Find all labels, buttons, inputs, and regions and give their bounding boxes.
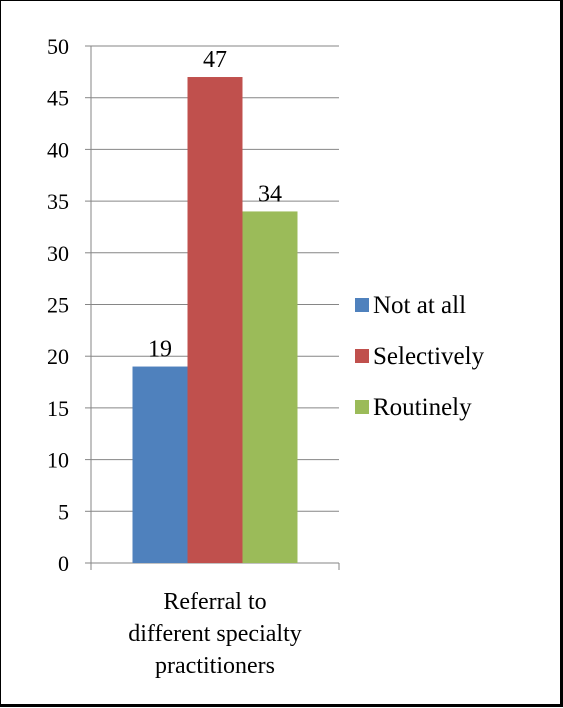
legend-label: Not at all xyxy=(373,292,466,319)
y-tick-label: 40 xyxy=(47,137,69,162)
legend-label: Selectively xyxy=(373,343,485,370)
data-labels: 19 47 34 xyxy=(148,47,282,363)
bar-not-at-all xyxy=(132,366,188,563)
y-tick-labels: 0 5 10 15 20 25 30 35 40 45 50 xyxy=(47,34,69,576)
x-category-label-line: different specialty xyxy=(128,621,301,647)
y-tick-label: 15 xyxy=(47,396,69,421)
y-tick-label: 10 xyxy=(47,448,69,473)
legend-swatch-not-at-all xyxy=(355,298,369,312)
y-tick-label: 0 xyxy=(58,551,69,576)
y-tick-label: 5 xyxy=(58,499,69,524)
data-label: 34 xyxy=(258,181,282,207)
data-label: 19 xyxy=(148,337,172,363)
legend-swatch-routinely xyxy=(355,400,369,414)
y-tick-label: 20 xyxy=(47,344,69,369)
x-category-label: Referral to different specialty practition… xyxy=(128,589,301,679)
legend-swatch-selectively xyxy=(355,349,369,363)
legend-label: Routinely xyxy=(373,394,472,421)
y-tick-label: 50 xyxy=(47,34,69,59)
data-label: 47 xyxy=(203,47,227,73)
y-tick-label: 45 xyxy=(47,86,69,111)
y-tick-label: 35 xyxy=(47,189,69,214)
bar-routinely xyxy=(242,211,298,563)
bar-selectively xyxy=(187,77,243,564)
x-category-label-line: practitioners xyxy=(155,653,275,679)
category-labels: Referral to different specialty practition… xyxy=(128,589,301,679)
y-tick-label: 30 xyxy=(47,241,69,266)
axes xyxy=(85,45,340,570)
x-category-label-line: Referral to xyxy=(163,589,266,615)
y-tick-label: 25 xyxy=(47,293,69,318)
legend: Not at all Selectively Routinely xyxy=(355,292,485,421)
bars xyxy=(132,77,298,564)
